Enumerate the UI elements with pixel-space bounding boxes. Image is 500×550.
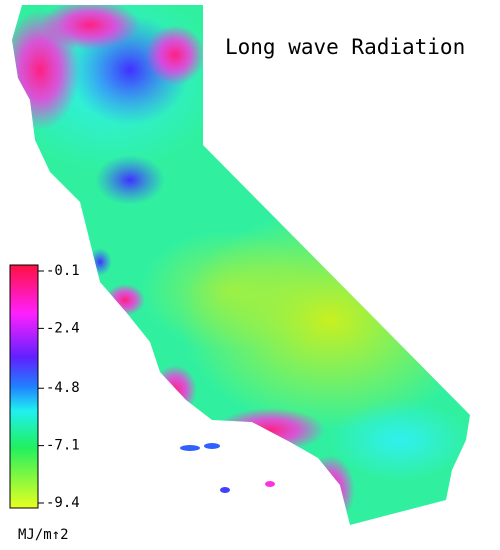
- colorbar-tick-label: -4.8: [46, 380, 80, 396]
- islands: [180, 443, 275, 493]
- colorbar-tick-label: -7.1: [46, 438, 80, 454]
- colorbar-tick-label: -9.4: [46, 495, 80, 511]
- colorbar-unit: MJ/m↑2: [18, 527, 69, 543]
- colorbar-tick-label: -2.4: [46, 320, 80, 336]
- colorbar-tick-label: -0.1: [46, 263, 80, 279]
- colorbar: [9, 264, 39, 509]
- map-title: Long wave Radiation: [225, 35, 465, 59]
